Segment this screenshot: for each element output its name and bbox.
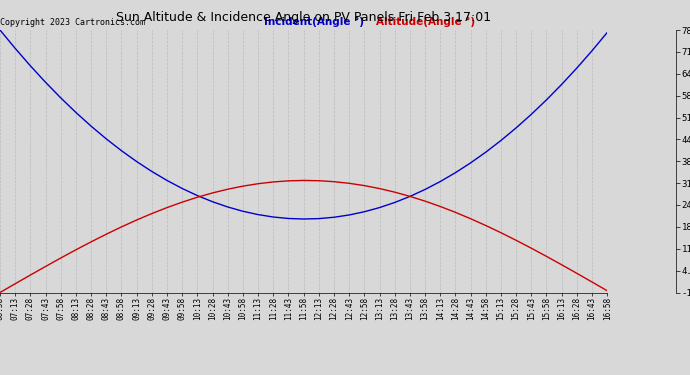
Text: Incident(Angle °): Incident(Angle °): [264, 17, 364, 27]
Text: Altitude(Angle °): Altitude(Angle °): [377, 17, 475, 27]
Text: Sun Altitude & Incidence Angle on PV Panels Fri Feb 3 17:01: Sun Altitude & Incidence Angle on PV Pan…: [116, 11, 491, 24]
Text: Copyright 2023 Cartronics.com: Copyright 2023 Cartronics.com: [0, 18, 145, 27]
